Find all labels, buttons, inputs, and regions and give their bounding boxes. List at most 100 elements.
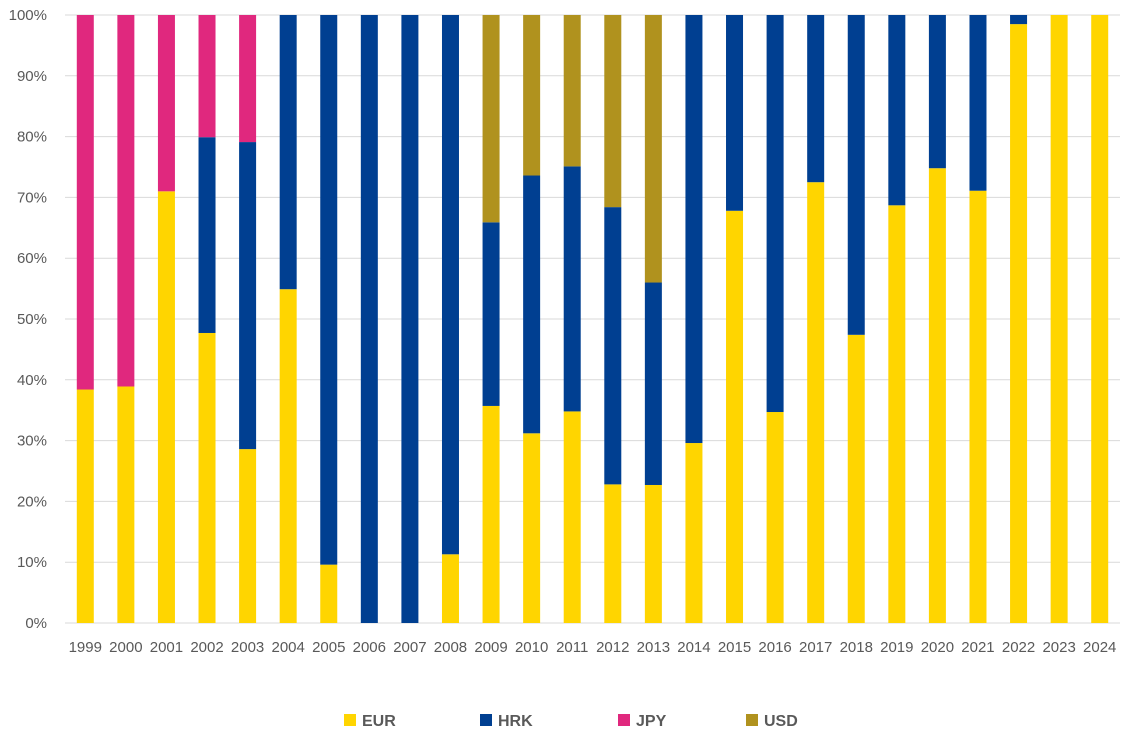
bar-eur-2021 bbox=[969, 190, 987, 623]
y-tick-label: 60% bbox=[17, 250, 47, 267]
y-axis-tick-labels: 0% 10% 20% 30% 40% 50% 60% 70% 80% 90% 100% bbox=[9, 7, 47, 632]
legend-label-usd: USD bbox=[764, 713, 798, 730]
bar-eur-2005 bbox=[320, 564, 338, 623]
bar-eur-2022 bbox=[1010, 24, 1028, 624]
bar-hrk-2004 bbox=[279, 15, 297, 290]
bar-hrk-2018 bbox=[847, 15, 865, 335]
bar-jpy-2001 bbox=[157, 15, 175, 192]
x-tick-label: 2017 bbox=[799, 639, 832, 656]
bar-hrk-2021 bbox=[969, 15, 987, 191]
bar-hrk-2006 bbox=[360, 15, 378, 623]
bar-eur-2009 bbox=[482, 405, 500, 623]
bar-eur-1999 bbox=[76, 389, 94, 623]
bar-hrk-2012 bbox=[604, 207, 622, 485]
y-tick-label: 90% bbox=[17, 68, 47, 85]
x-tick-label: 2003 bbox=[231, 639, 264, 656]
x-tick-label: 2001 bbox=[150, 639, 183, 656]
x-tick-label: 2006 bbox=[353, 639, 386, 656]
bar-eur-2011 bbox=[563, 411, 581, 623]
bar-eur-2001 bbox=[157, 191, 175, 623]
y-tick-label: 20% bbox=[17, 493, 47, 510]
bar-hrk-2022 bbox=[1010, 15, 1028, 25]
x-tick-label: 2016 bbox=[758, 639, 791, 656]
x-tick-label: 2018 bbox=[840, 639, 873, 656]
bar-hrk-2010 bbox=[523, 175, 541, 434]
bar-hrk-2017 bbox=[807, 15, 825, 183]
bar-hrk-2008 bbox=[441, 15, 459, 555]
bar-eur-2014 bbox=[685, 443, 703, 623]
y-tick-label: 80% bbox=[17, 129, 47, 146]
bar-jpy-2003 bbox=[239, 15, 257, 143]
x-tick-label: 1999 bbox=[69, 639, 102, 656]
x-tick-label: 2010 bbox=[515, 639, 548, 656]
y-tick-label: 10% bbox=[17, 554, 47, 571]
x-tick-label: 2011 bbox=[556, 639, 588, 656]
y-tick-label: 70% bbox=[17, 189, 47, 206]
bar-eur-2024 bbox=[1091, 15, 1109, 623]
bar-hrk-2005 bbox=[320, 15, 338, 565]
bar-eur-2020 bbox=[928, 168, 946, 623]
bar-usd-2009 bbox=[482, 15, 500, 223]
legend-swatch-jpy bbox=[618, 714, 630, 726]
x-tick-label: 2007 bbox=[393, 639, 426, 656]
legend-label-eur: EUR bbox=[362, 713, 396, 730]
y-tick-label: 100% bbox=[9, 7, 47, 24]
x-tick-label: 2012 bbox=[596, 639, 629, 656]
bar-eur-2015 bbox=[726, 210, 744, 623]
x-tick-label: 2023 bbox=[1042, 639, 1075, 656]
bar-usd-2012 bbox=[604, 15, 622, 208]
bar-hrk-2020 bbox=[928, 15, 946, 169]
x-tick-label: 2004 bbox=[271, 639, 304, 656]
bar-hrk-2013 bbox=[644, 282, 662, 485]
x-tick-label: 2015 bbox=[718, 639, 751, 656]
bar-eur-2017 bbox=[807, 182, 825, 623]
x-tick-label: 2019 bbox=[880, 639, 913, 656]
bar-eur-2019 bbox=[888, 205, 906, 623]
legend-swatch-eur bbox=[344, 714, 356, 726]
x-tick-label: 2021 bbox=[961, 639, 994, 656]
x-axis-tick-labels: 1999 2000 2001 2002 2003 2004 2005 2006 2007 2008… bbox=[69, 639, 1117, 656]
bar-hrk-2016 bbox=[766, 15, 784, 413]
bar-eur-2018 bbox=[847, 334, 865, 623]
bar-hrk-2003 bbox=[239, 142, 257, 450]
bars bbox=[76, 15, 1109, 624]
y-tick-label: 40% bbox=[17, 372, 47, 389]
bar-eur-2004 bbox=[279, 289, 297, 623]
y-tick-label: 50% bbox=[17, 311, 47, 328]
x-tick-label: 2002 bbox=[190, 639, 223, 656]
x-tick-label: 2000 bbox=[109, 639, 142, 656]
bar-eur-2010 bbox=[523, 433, 541, 623]
legend: EUR HRK JPY USD bbox=[344, 713, 798, 730]
bar-jpy-2000 bbox=[117, 15, 135, 387]
bar-eur-2016 bbox=[766, 412, 784, 623]
bar-eur-2013 bbox=[644, 484, 662, 623]
legend-swatch-usd bbox=[746, 714, 758, 726]
x-tick-label: 2005 bbox=[312, 639, 345, 656]
x-tick-label: 2009 bbox=[474, 639, 507, 656]
bar-eur-2002 bbox=[198, 332, 216, 623]
bar-hrk-2011 bbox=[563, 166, 581, 412]
bar-eur-2008 bbox=[441, 554, 459, 623]
bar-eur-2000 bbox=[117, 386, 135, 623]
bar-hrk-2007 bbox=[401, 15, 419, 623]
x-tick-label: 2008 bbox=[434, 639, 467, 656]
bar-usd-2013 bbox=[644, 15, 662, 283]
legend-label-hrk: HRK bbox=[498, 713, 533, 730]
bar-hrk-2019 bbox=[888, 15, 906, 206]
gridlines bbox=[65, 14, 1120, 624]
y-tick-label: 30% bbox=[17, 433, 47, 450]
bar-usd-2010 bbox=[523, 15, 541, 176]
x-tick-label: 2024 bbox=[1083, 639, 1116, 656]
bar-hrk-2015 bbox=[726, 15, 744, 211]
y-tick-label: 0% bbox=[25, 615, 47, 632]
bar-eur-2023 bbox=[1050, 15, 1068, 623]
x-tick-label: 2022 bbox=[1002, 639, 1035, 656]
bar-eur-2012 bbox=[604, 484, 622, 623]
bar-usd-2011 bbox=[563, 15, 581, 167]
x-tick-label: 2013 bbox=[637, 639, 670, 656]
legend-swatch-hrk bbox=[480, 714, 492, 726]
bar-jpy-2002 bbox=[198, 15, 216, 138]
bar-eur-2003 bbox=[239, 449, 257, 623]
bar-hrk-2014 bbox=[685, 15, 703, 444]
